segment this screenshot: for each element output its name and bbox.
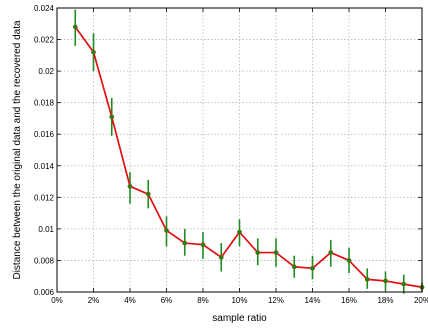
grid xyxy=(57,8,422,292)
data-point xyxy=(182,240,188,246)
y-tick-label: 0.012 xyxy=(34,193,55,202)
x-tick-label: 16% xyxy=(341,296,357,305)
series-line xyxy=(74,26,423,289)
x-tick-label: 12% xyxy=(268,296,284,305)
x-tick-label: 18% xyxy=(377,296,393,305)
y-tick-label: 0.022 xyxy=(34,36,55,45)
x-tick-label: 10% xyxy=(231,296,247,305)
y-tick-label: 0.018 xyxy=(34,99,55,108)
y-tick-label: 0.02 xyxy=(38,67,54,76)
x-tick-label: 8% xyxy=(197,296,209,305)
data-markers xyxy=(72,24,425,290)
data-point xyxy=(255,250,261,255)
series-line-group xyxy=(74,26,423,289)
data-point xyxy=(310,265,315,271)
plot-frame xyxy=(56,7,423,293)
data-point xyxy=(72,24,78,30)
x-tick-label: 14% xyxy=(304,296,320,305)
y-axis-label: Distance between the original data and t… xyxy=(12,20,23,280)
y-tick-label: 0.016 xyxy=(34,130,55,139)
x-tick-label: 20% xyxy=(414,296,428,305)
data-point xyxy=(164,228,169,233)
data-point xyxy=(145,191,151,197)
data-point xyxy=(346,258,352,263)
y-tick-label: 0.01 xyxy=(38,225,54,234)
data-point xyxy=(91,49,96,55)
data-point xyxy=(109,114,115,120)
data-point xyxy=(237,229,242,235)
x-axis-label: sample ratio xyxy=(212,313,267,324)
x-tick-label: 6% xyxy=(161,296,173,305)
data-point xyxy=(383,278,388,284)
tick-labels: 0% 2% 4% 6% 8% 10% 12% 14% 16% 18% 20% 0.006 0.008 0.… xyxy=(34,4,428,305)
error-bars xyxy=(74,9,423,294)
x-tick-label: 2% xyxy=(88,296,100,305)
y-tick-label: 0.024 xyxy=(34,4,55,13)
data-point xyxy=(401,281,407,287)
x-tick-label: 0% xyxy=(51,296,63,305)
data-point xyxy=(200,242,206,248)
x-tick-label: 4% xyxy=(124,296,136,305)
data-point xyxy=(291,264,297,270)
data-point xyxy=(364,276,370,282)
y-tick-label: 0.014 xyxy=(34,162,55,171)
y-tick-label: 0.006 xyxy=(34,288,55,297)
y-tick-label: 0.008 xyxy=(34,256,55,265)
data-point xyxy=(127,183,133,189)
data-point xyxy=(273,250,279,255)
data-point xyxy=(328,250,334,255)
data-point xyxy=(218,254,224,260)
